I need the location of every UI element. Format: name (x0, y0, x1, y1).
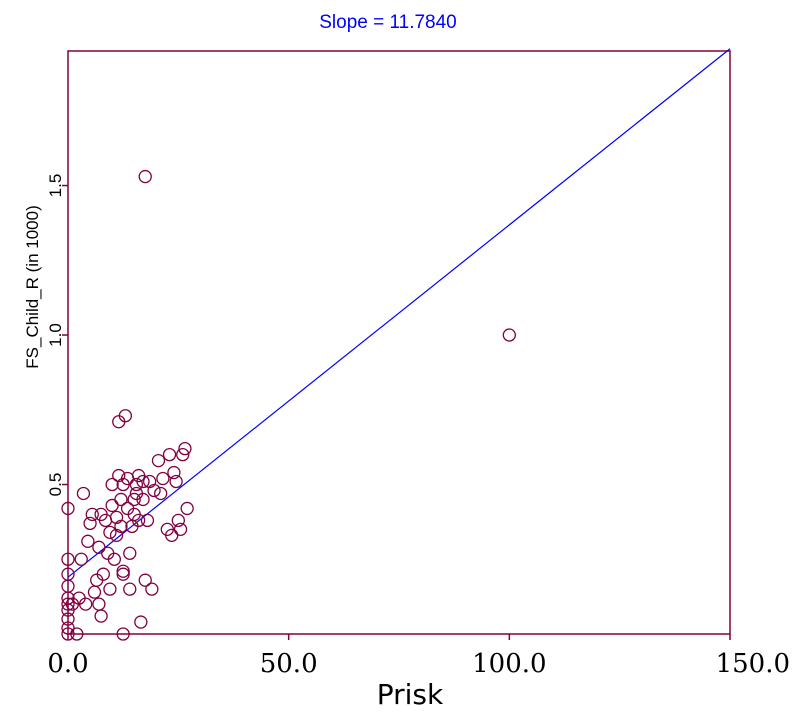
y-tick-label-0: 0.5 (46, 473, 65, 497)
data-point-11 (61, 501, 75, 516)
data-point-0 (138, 169, 152, 184)
data-point-6 (61, 597, 75, 611)
data-point-37 (112, 468, 126, 483)
data-point-44 (116, 627, 130, 641)
data-point-59 (136, 474, 150, 489)
data-point-33 (105, 477, 119, 492)
data-point-67 (156, 471, 170, 486)
data-point-57 (134, 615, 148, 629)
data-point-42 (116, 564, 130, 578)
data-point-23 (92, 597, 106, 611)
data-point-58 (136, 492, 150, 507)
x-tick-label-1: 50.0 (260, 649, 318, 679)
x-tick-label-0: 0.0 (47, 649, 88, 679)
data-point-55 (131, 513, 146, 528)
y-axis-ticks: 0.5 1.0 1.5 (46, 174, 68, 497)
data-point-77 (180, 501, 194, 516)
data-point-49 (123, 546, 137, 560)
data-point-36 (109, 510, 124, 525)
data-point-19 (83, 516, 97, 531)
data-point-60 (138, 573, 152, 587)
data-point-4 (61, 612, 75, 626)
data-point-27 (96, 567, 110, 581)
data-point-48 (123, 582, 137, 596)
data-point-31 (103, 582, 117, 596)
x-tick-label-2: 100.0 (472, 649, 546, 679)
data-point-26 (94, 609, 108, 623)
data-point-39 (114, 492, 128, 507)
data-point-54 (129, 477, 144, 492)
data-point-75 (176, 447, 190, 462)
regression-line (67, 48, 731, 578)
data-point-61 (140, 513, 155, 528)
data-point-73 (171, 513, 185, 528)
x-tick-label-3: 150.0 (716, 649, 790, 679)
data-point-64 (147, 483, 161, 498)
data-point-74 (173, 522, 188, 537)
data-point-34 (107, 552, 121, 566)
y-tick-label-1: 1.0 (46, 323, 65, 347)
plot-frame (67, 50, 731, 635)
data-point-40 (114, 519, 128, 534)
data-point-1 (502, 328, 516, 342)
data-point-20 (85, 507, 99, 522)
data-point-52 (127, 492, 141, 507)
data-point-65 (151, 453, 166, 468)
data-point-10 (61, 552, 75, 566)
data-point-17 (79, 597, 93, 611)
data-point-13 (70, 627, 84, 641)
data-point-24 (92, 540, 106, 554)
data-point-9 (61, 567, 75, 581)
y-axis-label: FS_Child_R (in 1000) (23, 205, 42, 368)
data-point-63 (145, 582, 159, 596)
y-tick-label-2: 1.5 (46, 174, 65, 198)
x-axis-ticks: 0.0 50.0 100.0 150.0 (47, 634, 790, 679)
data-point-43 (116, 567, 130, 581)
data-point-69 (162, 447, 177, 462)
data-points (61, 169, 516, 641)
data-point-16 (76, 486, 91, 501)
data-point-76 (178, 441, 192, 456)
data-point-21 (87, 585, 102, 599)
chart-title: Slope = 11.7840 (319, 12, 457, 33)
data-point-66 (154, 486, 168, 501)
data-point-35 (109, 528, 124, 542)
data-point-72 (169, 474, 183, 489)
data-point-32 (105, 498, 119, 513)
data-point-15 (74, 552, 88, 566)
data-point-45 (118, 409, 133, 423)
data-point-18 (81, 534, 95, 548)
x-axis-label: Prisk (377, 678, 444, 711)
data-point-30 (103, 525, 117, 539)
data-point-62 (142, 474, 157, 489)
data-point-71 (167, 465, 181, 480)
